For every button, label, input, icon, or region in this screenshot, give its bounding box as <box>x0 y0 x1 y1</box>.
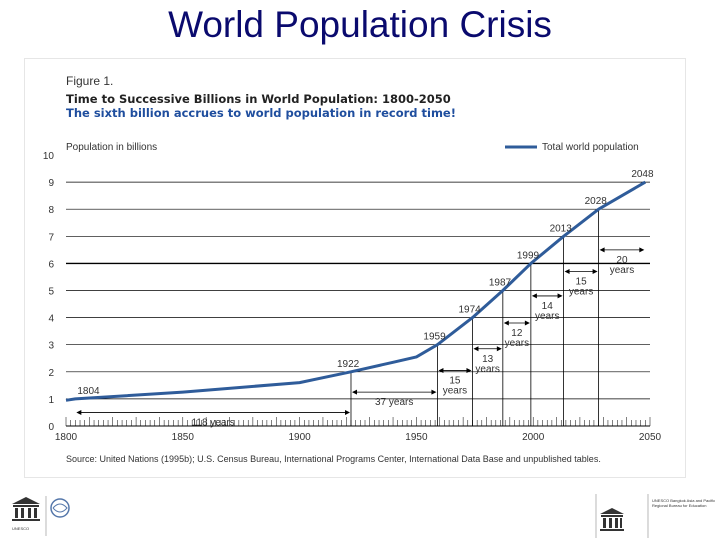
milestone-label-2048: 2048 <box>631 169 654 180</box>
interval-arrowhead-right <box>466 367 472 373</box>
y-tick-label: 4 <box>48 314 54 325</box>
interval-label-number: 14 <box>542 301 554 312</box>
chart-series <box>65 180 647 402</box>
milestone-label-1922: 1922 <box>337 359 360 370</box>
interval-label: 37 years <box>375 397 413 408</box>
chart-legend: Total world population <box>505 142 639 153</box>
x-tick-label: 1850 <box>172 432 195 443</box>
legend-label: Total world population <box>542 142 639 153</box>
interval-arrowhead-left <box>351 389 357 395</box>
interval-label: 118 years <box>192 417 235 428</box>
logo-right-caption: UNESCO Bangkok Asia and Pacific Regional… <box>652 498 716 508</box>
y-tick-label: 10 <box>43 151 55 162</box>
x-tick-label: 2050 <box>639 432 662 443</box>
interval-label-number: 15 <box>449 375 461 386</box>
interval-arrowhead-left <box>564 269 570 275</box>
interval-label-number: 20 <box>616 255 628 266</box>
unesco-logo-right: UNESCO Bangkok Asia and Pacific Regional… <box>594 494 718 538</box>
x-tick-label: 1950 <box>405 432 428 443</box>
milestone-label-1804: 1804 <box>77 386 100 397</box>
x-tick-label: 1900 <box>288 432 311 443</box>
figure-subheading: The sixth billion accrues to world popul… <box>66 106 456 120</box>
chart-gridlines <box>66 181 650 426</box>
figure-label: Figure 1. <box>66 74 114 88</box>
interval-arrowhead-left <box>503 320 509 326</box>
interval-arrowhead-right <box>431 389 437 395</box>
interval-label-unit: years <box>535 311 559 322</box>
milestone-label-1974: 1974 <box>458 305 481 316</box>
slide-title: World Population Crisis <box>168 4 552 45</box>
y-tick-label: 3 <box>48 341 54 352</box>
milestone-label-1999: 1999 <box>517 250 540 261</box>
y-tick-label: 5 <box>48 287 54 298</box>
y-tick-label: 7 <box>48 232 54 243</box>
unesco-logo-left: UNESCO <box>8 494 70 538</box>
unesco-temple-icon <box>12 496 70 536</box>
y-tick-label: 8 <box>48 205 54 216</box>
interval-label-number: 12 <box>511 328 523 339</box>
x-tick-label: 2000 <box>522 432 545 443</box>
x-tick-label: 1800 <box>55 432 78 443</box>
logo-left-caption: UNESCO <box>12 526 30 531</box>
figure-heading: Time to Successive Billions in World Pop… <box>66 92 451 106</box>
interval-arrowhead-left <box>599 247 605 253</box>
interval-label-unit: years <box>610 265 634 276</box>
y-axis-label: Population in billions <box>66 142 157 153</box>
unesco-temple-icon-right <box>595 494 649 538</box>
y-tick-label: 6 <box>48 259 54 270</box>
interval-arrowhead-right <box>496 346 502 352</box>
figure-panel <box>24 58 686 478</box>
interval-arrowhead-left <box>531 293 537 299</box>
milestone-label-1987: 1987 <box>489 278 512 289</box>
interval-arrowhead-left <box>438 367 444 373</box>
interval-label-number: 13 <box>482 354 494 365</box>
milestone-label-2028: 2028 <box>585 196 608 207</box>
y-tick-label: 2 <box>48 368 54 379</box>
interval-label-unit: years <box>569 287 593 298</box>
y-tick-label: 9 <box>48 178 54 189</box>
milestone-label-1959: 1959 <box>423 332 446 343</box>
interval-label-unit: years <box>475 364 499 375</box>
y-tick-label: 1 <box>48 395 54 406</box>
interval-arrowhead-right <box>557 293 563 299</box>
series-line-world-population <box>65 180 647 402</box>
figure-source: Source: United Nations (1995b); U.S. Cen… <box>66 454 601 464</box>
interval-arrowhead-right <box>344 409 350 415</box>
interval-arrowhead-left <box>473 346 479 352</box>
y-tick-label: 0 <box>48 422 54 433</box>
interval-arrowhead-right <box>592 269 598 275</box>
interval-label-unit: years <box>443 385 467 396</box>
milestone-label-2013: 2013 <box>550 223 573 234</box>
interval-label-number: 15 <box>576 277 588 288</box>
interval-arrowhead-right <box>639 247 645 253</box>
interval-arrowhead-right <box>524 320 530 326</box>
interval-arrowhead-left <box>76 409 82 415</box>
interval-label-unit: years <box>505 338 529 349</box>
